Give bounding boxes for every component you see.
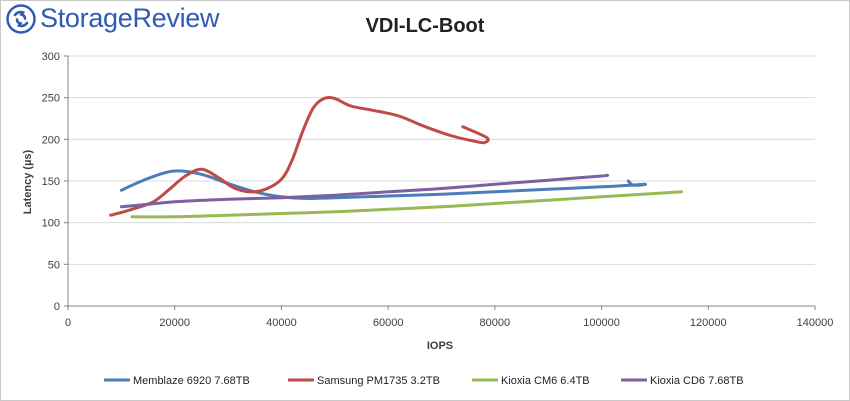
x-tick-label: 140000 xyxy=(797,317,834,329)
x-tick-label: 40000 xyxy=(266,317,297,329)
legend: Memblaze 6920 7.68TB Samsung PM1735 3.2TB… xyxy=(104,375,744,387)
legend-label: Kioxia CD6 7.68TB xyxy=(650,375,744,387)
y-tick-labels: 0 50 100 150 200 250 300 xyxy=(42,51,60,313)
series-line-kioxia-cd6-7-68tb xyxy=(119,173,610,209)
storagereview-logo: StorageReview xyxy=(6,2,220,34)
x-tick-labels: 0 20000 40000 60000 80000 100000 120000 140000 xyxy=(65,317,833,329)
x-tick-label: 20000 xyxy=(159,317,190,329)
legend-item-kioxia-cd6-7-68tb: Kioxia CD6 7.68TB xyxy=(621,375,744,387)
legend-item-memblaze-6920-7-68tb: Memblaze 6920 7.68TB xyxy=(104,375,250,387)
y-tick-label: 300 xyxy=(42,51,60,63)
series-lines xyxy=(109,95,684,219)
legend-label: Kioxia CM6 6.4TB xyxy=(501,375,590,387)
series-line-samsung-pm1735-3-2tb xyxy=(109,95,490,217)
x-tick-label: 100000 xyxy=(583,317,620,329)
y-tick-label: 250 xyxy=(42,93,60,105)
legend-label: Memblaze 6920 7.68TB xyxy=(133,375,250,387)
series-line-memblaze-6920-7-68tb xyxy=(119,169,647,201)
logo-text: StorageReview xyxy=(40,2,220,33)
legend-label: Samsung PM1735 3.2TB xyxy=(317,375,440,387)
x-tick-label: 80000 xyxy=(480,317,511,329)
gridlines xyxy=(68,55,815,265)
y-tick-label: 0 xyxy=(54,301,60,313)
y-tick-label: 100 xyxy=(42,218,60,230)
axes xyxy=(64,55,816,310)
x-tick-label: 60000 xyxy=(373,317,404,329)
chart-title: VDI-LC-Boot xyxy=(366,15,485,37)
x-axis-title: IOPS xyxy=(427,340,453,352)
x-tick-label: 0 xyxy=(65,317,71,329)
y-tick-label: 150 xyxy=(42,176,60,188)
legend-item-kioxia-cm6-6-4tb: Kioxia CM6 6.4TB xyxy=(472,375,590,387)
logo-mark-icon xyxy=(6,4,36,34)
legend-item-samsung-pm1735-3-2tb: Samsung PM1735 3.2TB xyxy=(288,375,440,387)
y-tick-label: 200 xyxy=(42,134,60,146)
y-axis-title: Latency (µs) xyxy=(22,149,34,214)
y-tick-label: 50 xyxy=(48,259,60,271)
series-line-kioxia-cm6-6-4tb xyxy=(130,190,684,219)
x-tick-label: 120000 xyxy=(690,317,727,329)
